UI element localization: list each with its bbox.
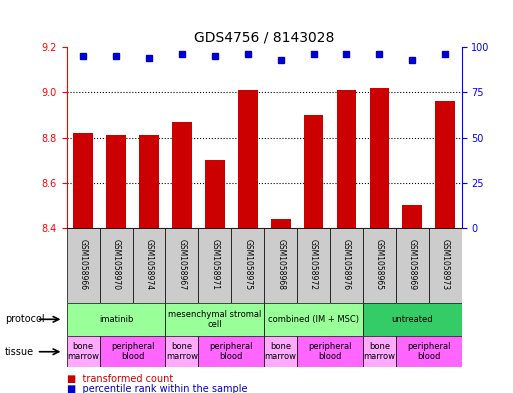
FancyBboxPatch shape — [429, 228, 462, 303]
Text: combined (IM + MSC): combined (IM + MSC) — [268, 315, 359, 324]
Text: bone
marrow: bone marrow — [166, 342, 198, 362]
Text: GSM1058971: GSM1058971 — [210, 239, 220, 290]
Text: peripheral
blood: peripheral blood — [111, 342, 154, 362]
FancyBboxPatch shape — [100, 336, 165, 367]
FancyBboxPatch shape — [264, 303, 363, 336]
Text: peripheral
blood: peripheral blood — [308, 342, 352, 362]
Bar — [172, 122, 192, 228]
FancyBboxPatch shape — [264, 228, 297, 303]
FancyBboxPatch shape — [199, 336, 264, 367]
Text: ■  percentile rank within the sample: ■ percentile rank within the sample — [67, 384, 247, 393]
Text: peripheral
blood: peripheral blood — [209, 342, 253, 362]
Text: GSM1058975: GSM1058975 — [243, 239, 252, 290]
FancyBboxPatch shape — [199, 228, 231, 303]
FancyBboxPatch shape — [132, 228, 165, 303]
Bar — [369, 88, 389, 228]
Text: imatinib: imatinib — [99, 315, 133, 324]
Text: GSM1058967: GSM1058967 — [177, 239, 186, 290]
Bar — [337, 90, 357, 228]
FancyBboxPatch shape — [297, 336, 363, 367]
FancyBboxPatch shape — [165, 336, 199, 367]
Text: GSM1058972: GSM1058972 — [309, 239, 318, 290]
FancyBboxPatch shape — [363, 303, 462, 336]
FancyBboxPatch shape — [67, 228, 100, 303]
Bar — [402, 206, 422, 228]
Text: protocol: protocol — [5, 314, 45, 324]
FancyBboxPatch shape — [67, 303, 165, 336]
Text: GSM1058968: GSM1058968 — [276, 239, 285, 290]
Bar — [436, 101, 455, 228]
Bar — [205, 160, 225, 228]
Bar — [238, 90, 258, 228]
Text: bone
marrow: bone marrow — [265, 342, 297, 362]
FancyBboxPatch shape — [363, 228, 396, 303]
Text: GSM1058969: GSM1058969 — [408, 239, 417, 290]
FancyBboxPatch shape — [67, 336, 100, 367]
Bar — [139, 135, 159, 228]
FancyBboxPatch shape — [396, 336, 462, 367]
Text: mesenchymal stromal
cell: mesenchymal stromal cell — [168, 310, 262, 329]
Text: tissue: tissue — [5, 347, 34, 357]
FancyBboxPatch shape — [231, 228, 264, 303]
Text: GSM1058965: GSM1058965 — [375, 239, 384, 290]
Text: GSM1058976: GSM1058976 — [342, 239, 351, 290]
Title: GDS4756 / 8143028: GDS4756 / 8143028 — [194, 31, 334, 44]
Bar — [304, 115, 323, 228]
Bar — [73, 133, 93, 228]
Text: GSM1058966: GSM1058966 — [78, 239, 88, 290]
Text: bone
marrow: bone marrow — [363, 342, 396, 362]
Bar — [271, 219, 290, 228]
Bar — [106, 135, 126, 228]
Text: untreated: untreated — [391, 315, 433, 324]
FancyBboxPatch shape — [165, 228, 199, 303]
FancyBboxPatch shape — [330, 228, 363, 303]
FancyBboxPatch shape — [100, 228, 132, 303]
FancyBboxPatch shape — [396, 228, 429, 303]
Text: ■  transformed count: ■ transformed count — [67, 374, 173, 384]
FancyBboxPatch shape — [165, 303, 264, 336]
FancyBboxPatch shape — [297, 228, 330, 303]
FancyBboxPatch shape — [264, 336, 297, 367]
FancyBboxPatch shape — [363, 336, 396, 367]
Text: GSM1058970: GSM1058970 — [111, 239, 121, 290]
Text: GSM1058974: GSM1058974 — [145, 239, 153, 290]
Text: peripheral
blood: peripheral blood — [407, 342, 450, 362]
Text: bone
marrow: bone marrow — [67, 342, 99, 362]
Text: GSM1058973: GSM1058973 — [441, 239, 450, 290]
